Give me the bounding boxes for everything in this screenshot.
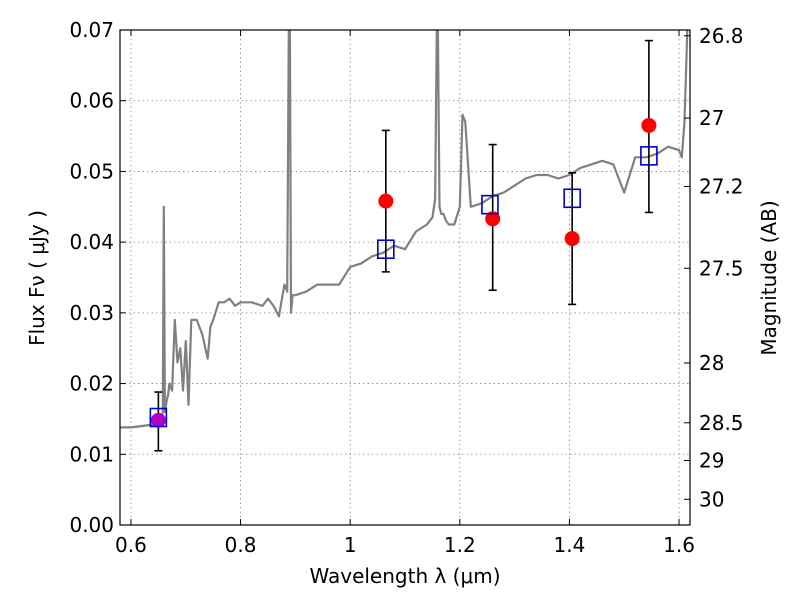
right-tick-label: 27.5 [699,256,744,280]
right-tick-label: 29 [699,449,724,473]
y-axis-title: Flux Fν ( μJy ) [25,210,49,346]
x-tick-label: 0.8 [225,533,257,557]
observed-point [564,231,580,247]
model-square-marker [149,407,168,428]
y-tick-label: 0.02 [69,372,114,396]
y-tick-label: 0.04 [69,230,114,254]
y-tick-label: 0.07 [69,18,114,42]
x-axis-title: Wavelength λ (μm) [309,564,500,588]
x-tick-label: 1 [344,533,357,557]
x-tick-label: 0.6 [115,533,147,557]
model-square-marker [377,239,395,260]
right-tick-label: 27.2 [699,175,744,199]
spectrum-line [120,30,689,429]
right-tick-label: 30 [699,487,724,511]
right-axis-title: Magnitude (AB) [757,200,781,355]
photometry-points [149,39,658,452]
x-tick-label: 1.2 [444,533,476,557]
x-tick-label: 1.6 [663,533,695,557]
observed-point [150,412,166,428]
model-square-marker [640,146,658,166]
y-tick-label: 0.06 [69,89,114,113]
right-tick-label: 28 [699,351,724,375]
grid [120,29,690,526]
spectrum-series [120,30,689,429]
model-square-marker [563,188,581,209]
x-axis-ticks: 0.6 0.8 1 1.2 1.4 1.6 [115,30,695,557]
y-tick-label: 0.00 [69,513,114,537]
right-tick-label: 26.8 [699,24,744,48]
right-axis-ticks: 26.8 27 27.2 27.5 28 28.5 29 30 [684,24,744,511]
right-tick-label: 27 [699,106,724,130]
observed-point [378,193,394,209]
y-axis-ticks: 0.00 0.01 0.02 0.03 0.04 0.05 0.06 0.07 [69,18,126,537]
y-tick-label: 0.01 [69,442,114,466]
model-square-marker [481,194,499,215]
observed-point [641,117,657,133]
plot-frame [119,29,691,526]
right-tick-label: 28.5 [699,411,744,435]
y-tick-label: 0.05 [69,159,114,183]
x-tick-label: 1.4 [554,533,586,557]
observed-point [485,211,501,227]
y-tick-label: 0.03 [69,301,114,325]
